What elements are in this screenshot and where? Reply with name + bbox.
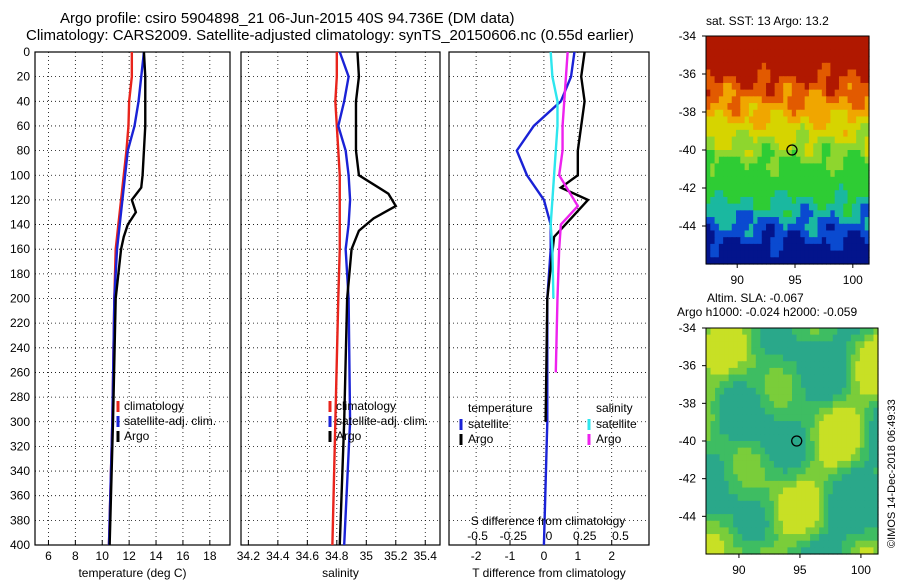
argo-location-marker (791, 435, 803, 447)
y-tick-label: 0 (23, 45, 30, 59)
series-line-satellite-adj-clim- (107, 51, 146, 546)
map-x-tick-label: 95 (793, 563, 807, 577)
x-tick-label: 10 (96, 549, 110, 563)
legend-label: satellite-adj. clim. (336, 414, 428, 428)
y-tick-label: 360 (10, 489, 30, 503)
x-tick-label: -2 (471, 549, 482, 563)
legend-label: Argo (468, 432, 494, 446)
legend-title: salinity (596, 401, 633, 415)
x-tick-label: 34.4 (266, 549, 290, 563)
y-tick-label: 20 (17, 70, 31, 84)
argo-location-marker (786, 144, 798, 156)
plot-frame (448, 51, 650, 546)
x-tick-label: 35.4 (414, 549, 438, 563)
plot-frame (240, 51, 441, 546)
x-tick-label: 35.2 (384, 549, 408, 563)
x-tick-label: 18 (203, 549, 217, 563)
x-tick-label: 14 (149, 549, 163, 563)
map-y-tick-label: -42 (679, 181, 697, 195)
x-tick-label-secondary: -0.5 (467, 529, 488, 543)
chart-title-line1: Argo profile: csiro 5904898_21 06-Jun-20… (60, 10, 515, 27)
map-y-tick-label: -34 (679, 321, 697, 335)
map-y-tick-label: -44 (679, 509, 697, 523)
legend-label: climatology (336, 399, 396, 413)
map-y-tick-label: -40 (679, 434, 697, 448)
y-tick-label: 300 (10, 415, 30, 429)
map-x-tick-label: 90 (732, 563, 746, 577)
y-tick-label: 380 (10, 513, 30, 527)
map-x-tick-label: 100 (843, 273, 863, 287)
x-tick-label: 34.8 (325, 549, 349, 563)
map-y-tick-label: -42 (679, 472, 697, 486)
x-axis-label-secondary: S difference from climatology (471, 514, 626, 528)
sla-map-subtitle: Argo h1000: -0.024 h2000: -0.059 (677, 305, 858, 319)
y-tick-label: 120 (10, 193, 30, 207)
map-y-tick-label: -40 (679, 143, 697, 157)
map-x-tick-label: 90 (731, 273, 745, 287)
series-line-argo (338, 51, 398, 546)
x-tick-label: 6 (45, 549, 52, 563)
x-tick-label: 12 (122, 549, 136, 563)
y-tick-label: 200 (10, 292, 30, 306)
sla-map-field (706, 328, 879, 555)
y-tick-label: 160 (10, 242, 30, 256)
x-tick-label: 35 (360, 549, 374, 563)
legend-label: satellite (468, 417, 509, 431)
y-tick-label: 80 (17, 144, 31, 158)
x-tick-label: 16 (176, 549, 190, 563)
x-axis-label: T difference from climatology (472, 566, 626, 580)
legend-title: temperature (468, 401, 533, 415)
y-tick-label: 40 (17, 94, 31, 108)
legend-label: satellite (596, 417, 637, 431)
series-line-satellite-adj-clim- (337, 51, 352, 546)
y-tick-label: 260 (10, 365, 30, 379)
y-tick-label: 340 (10, 464, 30, 478)
x-tick-label: -1 (505, 549, 516, 563)
sla-map-title: Altim. SLA: -0.067 (707, 291, 804, 305)
x-tick-label: 2 (608, 549, 615, 563)
x-axis-label: salinity (322, 566, 359, 580)
chart-title-line2: Climatology: CARS2009. Satellite-adjuste… (26, 27, 634, 44)
series-line-salinity-argo (554, 51, 580, 373)
map-y-tick-label: -38 (679, 105, 697, 119)
y-tick-label: 400 (10, 538, 30, 552)
map-y-tick-label: -38 (679, 396, 697, 410)
map-y-tick-label: -36 (679, 67, 697, 81)
x-tick-label-secondary: 0.25 (573, 529, 597, 543)
x-tick-label-secondary: -0.25 (500, 529, 528, 543)
y-tick-label: 220 (10, 316, 30, 330)
legend-label: satellite-adj. clim. (124, 414, 216, 428)
map-x-tick-label: 100 (851, 563, 871, 577)
x-axis-label: temperature (deg C) (78, 566, 186, 580)
y-tick-label: 280 (10, 390, 30, 404)
legend-label: climatology (124, 399, 184, 413)
y-tick-label: 240 (10, 341, 30, 355)
map-y-tick-label: -34 (679, 29, 697, 43)
map-y-tick-label: -36 (679, 359, 697, 373)
y-tick-label: 100 (10, 168, 30, 182)
y-tick-label: 180 (10, 267, 30, 281)
map-y-tick-label: -44 (679, 219, 697, 233)
y-tick-label: 320 (10, 439, 30, 453)
x-tick-label: 34.6 (296, 549, 320, 563)
plot-frame (34, 51, 231, 546)
map-x-tick-label: 95 (788, 273, 802, 287)
x-tick-label-secondary: 0.5 (612, 529, 629, 543)
sst-map-title: sat. SST: 13 Argo: 13.2 (706, 14, 829, 28)
legend-label: Argo (124, 429, 150, 443)
legend-label: Argo (596, 432, 622, 446)
y-tick-label: 140 (10, 218, 30, 232)
x-tick-label-secondary: 0 (546, 529, 553, 543)
series-line-salinity-satellite (549, 51, 559, 299)
series-line-climatology (331, 52, 341, 546)
y-tick-label: 60 (17, 119, 31, 133)
legend-label: Argo (336, 429, 362, 443)
sst-map-field (706, 36, 870, 265)
x-tick-label: 8 (72, 549, 79, 563)
x-tick-label: 34.2 (237, 549, 261, 563)
x-tick-label: 0 (541, 549, 548, 563)
series-line-argo (108, 51, 147, 546)
x-tick-label: 1 (574, 549, 581, 563)
